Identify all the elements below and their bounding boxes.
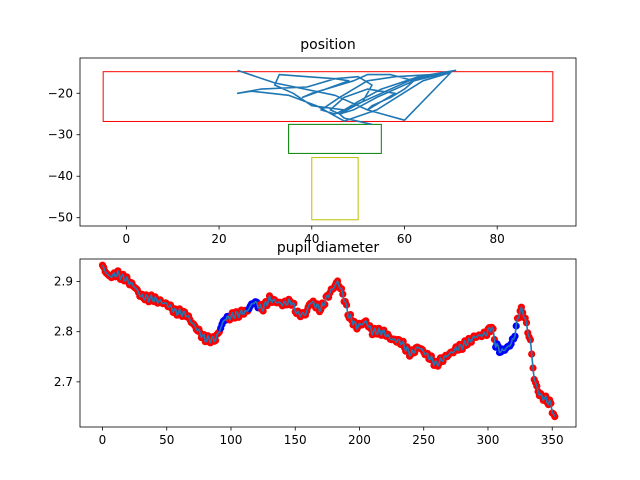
- y-tick-label: −30: [48, 128, 73, 142]
- position-axes: position 0 20 40 60 80 −20 −30 −40 −50: [48, 37, 577, 246]
- y-tick-label: 2.7: [54, 375, 73, 389]
- x-tick-label: 80: [490, 232, 505, 246]
- x-tick-label: 350: [541, 433, 564, 447]
- x-tick-label: 0: [123, 232, 131, 246]
- x-tick-label: 100: [220, 433, 243, 447]
- region-rect-1: [288, 123, 382, 154]
- x-tick-label: 250: [412, 433, 435, 447]
- y-tick-label: −20: [48, 86, 73, 100]
- x-tick-label: 200: [348, 433, 371, 447]
- x-tick-label: 150: [284, 433, 307, 447]
- region-rect-0: [102, 71, 554, 122]
- position-frame: [79, 57, 577, 227]
- x-tick-label: 40: [304, 232, 319, 246]
- x-tick-label: 50: [159, 433, 174, 447]
- pupil-title: pupil diameter: [277, 240, 380, 256]
- pupil-line: [101, 264, 556, 417]
- region-rect-2: [311, 157, 359, 221]
- x-tick-label: 300: [477, 433, 500, 447]
- y-tick-label: −40: [48, 169, 73, 183]
- x-tick-label: 20: [211, 232, 226, 246]
- pupil-marker: [551, 413, 559, 421]
- x-tick-label: 60: [397, 232, 412, 246]
- y-tick-label: 2.8: [54, 325, 73, 339]
- position-title: position: [300, 37, 355, 53]
- pupil-axes: 0 50 100 150 200 250 300 350 2.7 2.8 2.9 pupil diam…: [54, 240, 577, 447]
- y-tick-label: −50: [48, 211, 73, 225]
- pupil-frame: [79, 258, 577, 428]
- y-tick-label: 2.9: [54, 275, 73, 289]
- x-tick-label: 0: [99, 433, 107, 447]
- trajectory-line: [236, 69, 457, 126]
